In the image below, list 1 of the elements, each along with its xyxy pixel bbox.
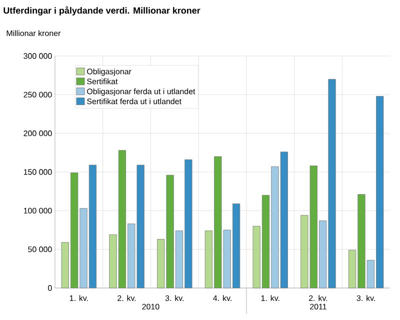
chart-title: Utferdingar i pålydande verdi. Millionar kroner [4,6,200,16]
